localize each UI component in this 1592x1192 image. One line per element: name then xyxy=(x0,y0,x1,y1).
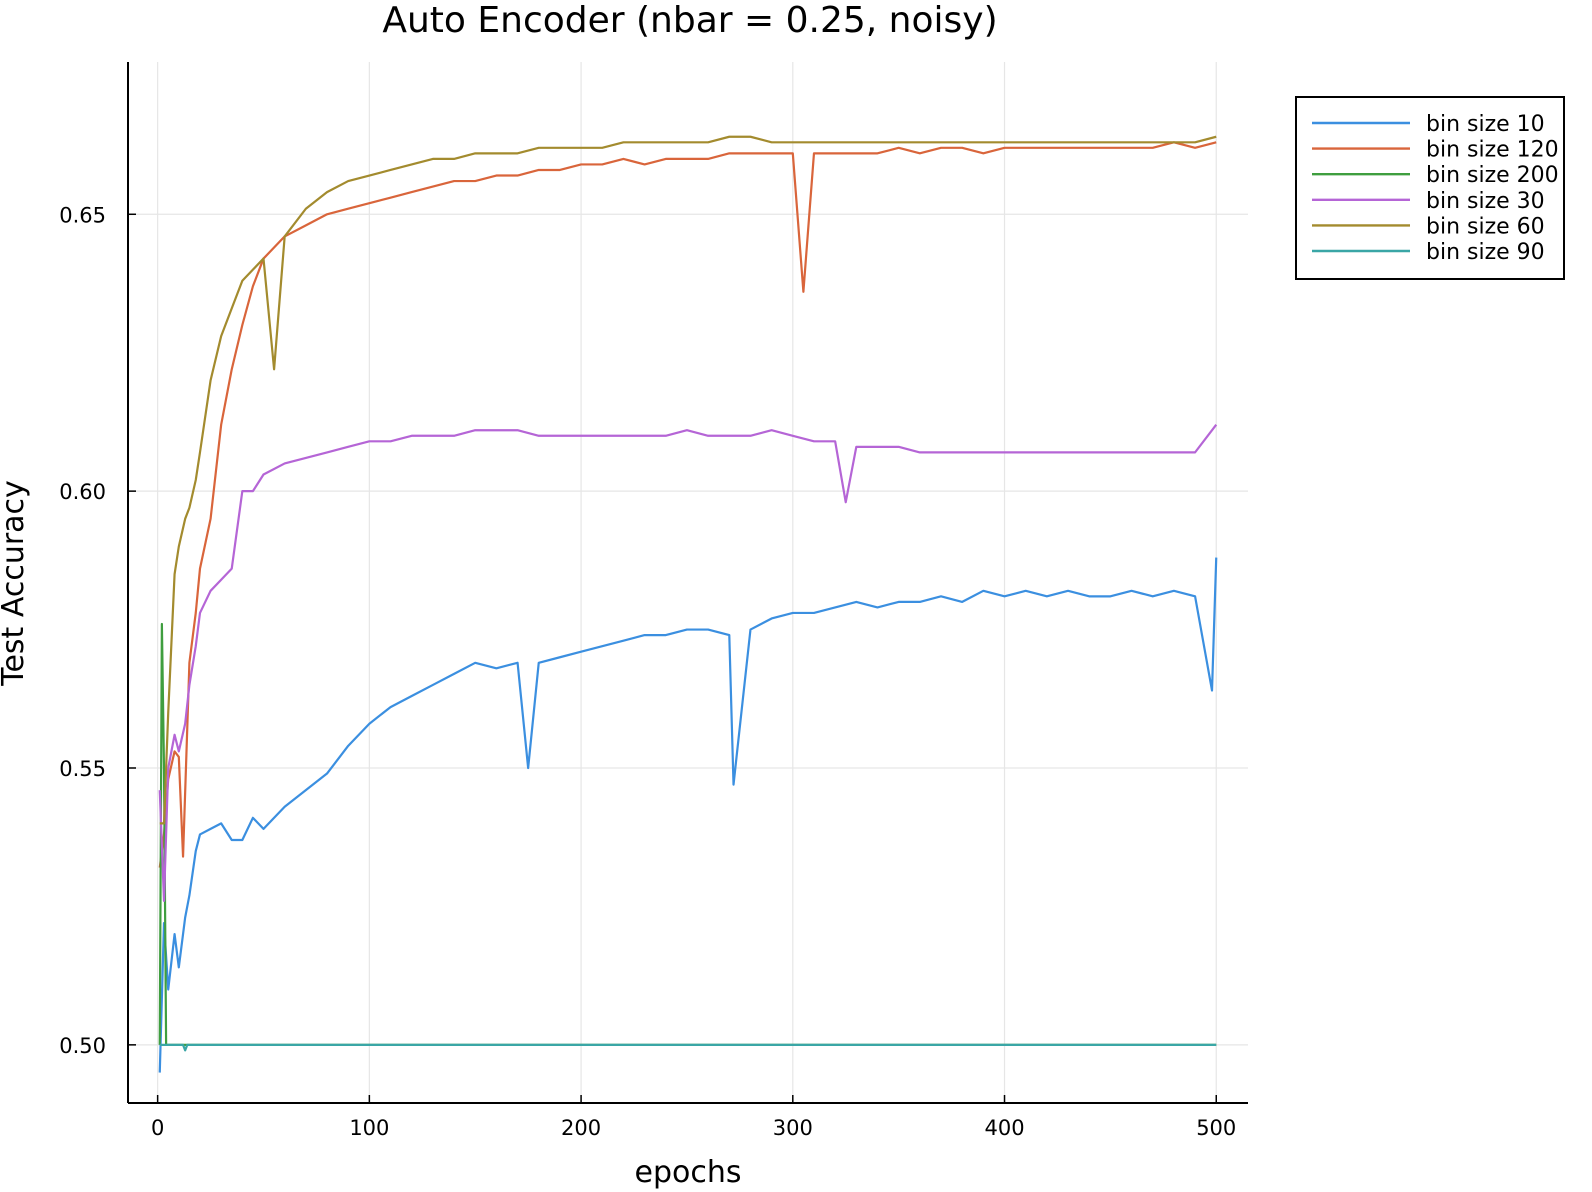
grid-lines xyxy=(128,62,1248,1103)
legend-box xyxy=(1295,96,1565,280)
legend-label: bin size 10 xyxy=(1426,112,1545,137)
y-tick-label: 0.55 xyxy=(59,757,106,781)
chart-title: Auto Encoder (nbar = 0.25, noisy) xyxy=(382,0,997,41)
series-line-bin-size-30 xyxy=(158,424,1218,902)
x-axis-label: epochs xyxy=(635,1155,742,1190)
plot-area xyxy=(158,135,1218,1073)
legend-label: bin size 200 xyxy=(1426,163,1559,188)
legend-label: bin size 90 xyxy=(1426,240,1545,265)
x-tick-label: 500 xyxy=(1196,1116,1236,1140)
series-line-bin-size-200 xyxy=(158,622,1217,1046)
x-tick-label: 0 xyxy=(151,1116,164,1140)
x-tick-label: 400 xyxy=(984,1116,1024,1140)
x-tick-label: 100 xyxy=(349,1116,389,1140)
ticks: 0 100 200 300 400 500 0.50 0.55 0.60 0.65 xyxy=(59,203,1236,1140)
y-axis-label: Test Accuracy xyxy=(0,480,31,687)
x-tick-label: 300 xyxy=(773,1116,813,1140)
series-line-bin-size-60 xyxy=(159,135,1217,825)
series-line-bin-size-10 xyxy=(158,557,1218,1073)
y-tick-label: 0.50 xyxy=(59,1034,106,1058)
series-line-bin-size-90 xyxy=(159,1043,1217,1052)
y-tick-label: 0.60 xyxy=(59,480,106,504)
legend-label: bin size 60 xyxy=(1426,214,1545,239)
axes xyxy=(127,62,1248,1104)
legend-label: bin size 30 xyxy=(1426,189,1545,214)
y-tick-label: 0.65 xyxy=(59,203,106,227)
x-tick-label: 200 xyxy=(561,1116,601,1140)
legend-label: bin size 120 xyxy=(1426,138,1559,163)
series-line-bin-size-120 xyxy=(158,141,1217,868)
